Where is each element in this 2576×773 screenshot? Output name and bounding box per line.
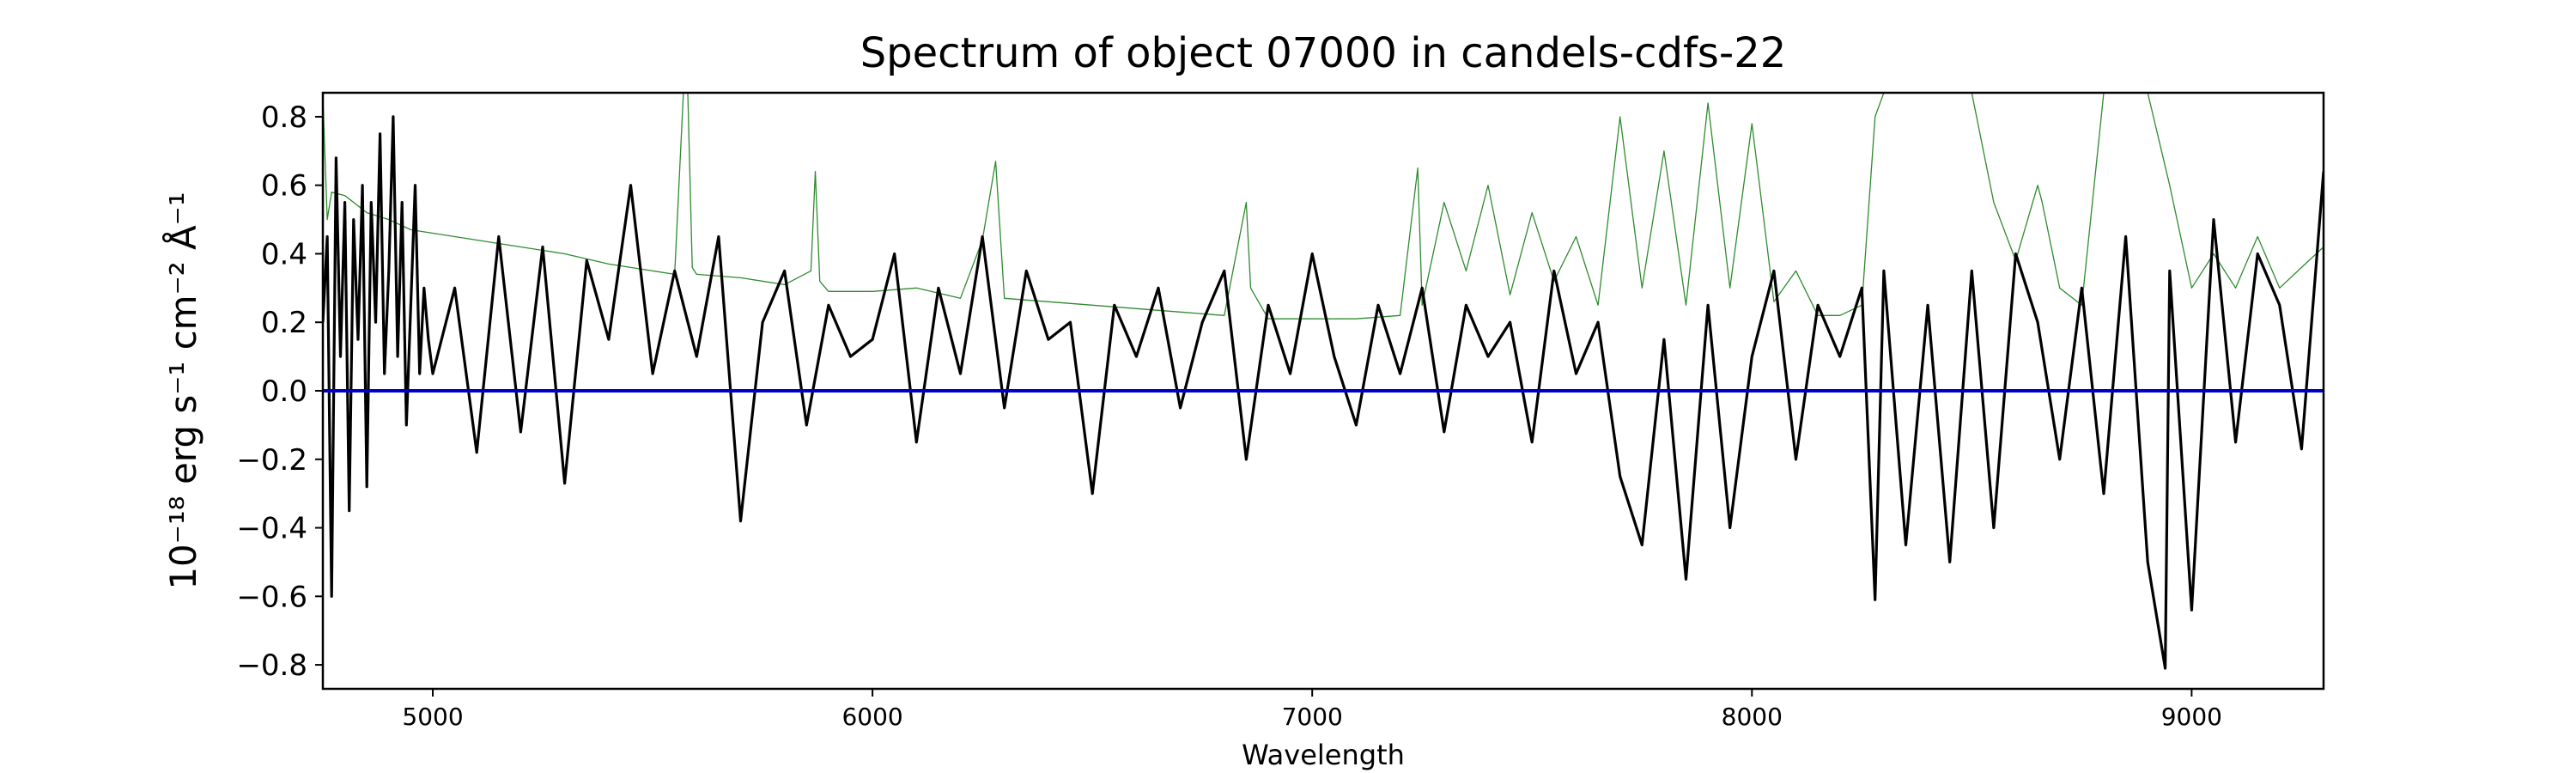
- y-axis: −0.8 −0.6 −0.4 −0.2 0.0 0.2 0.4 0.6 0.8: [236, 100, 323, 683]
- y-tick-label: 0.0: [261, 374, 307, 409]
- y-tick-label: −0.8: [236, 648, 307, 683]
- y-axis-label: 10⁻¹⁸ erg s⁻¹ cm⁻² Å⁻¹: [161, 192, 204, 589]
- error-series-line: [323, 93, 2324, 320]
- x-tick-label: 8000: [1722, 703, 1783, 731]
- x-tick-label: 6000: [841, 703, 902, 731]
- x-axis-label: Wavelength: [1242, 739, 1405, 771]
- x-tick-label: 7000: [1282, 703, 1343, 731]
- y-tick-label: −0.2: [236, 443, 307, 478]
- y-tick-label: 0.6: [261, 169, 307, 204]
- flux-series-line: [323, 115, 2324, 670]
- y-tick-label: 0.8: [261, 100, 307, 135]
- y-tick-label: 0.4: [261, 237, 307, 271]
- x-axis: 5000 6000 7000 8000 9000: [402, 689, 2222, 731]
- y-tick-label: −0.4: [236, 512, 307, 546]
- x-tick-label: 9000: [2161, 703, 2222, 731]
- y-tick-label: −0.6: [236, 580, 307, 614]
- x-tick-label: 5000: [402, 703, 463, 731]
- chart-title: Spectrum of object 07000 in candels-cdfs…: [860, 29, 1787, 77]
- plot-area: [321, 91, 2325, 691]
- y-tick-label: 0.2: [261, 306, 307, 340]
